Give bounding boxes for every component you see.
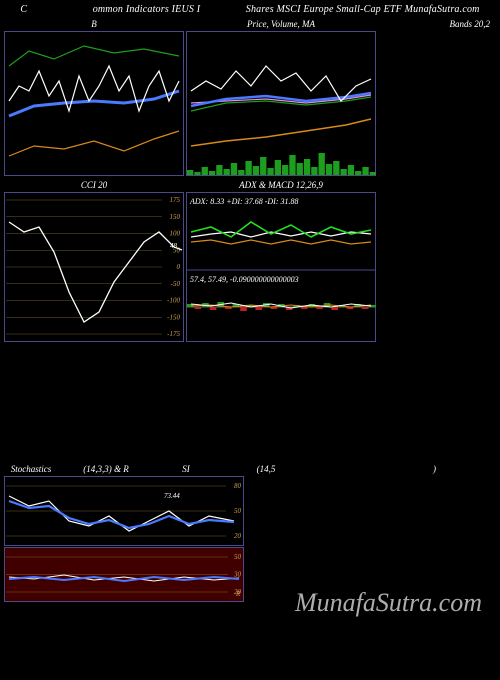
svg-text:-50: -50 [171, 280, 181, 288]
svg-text:20: 20 [234, 532, 242, 540]
chart-price [186, 31, 376, 176]
watermark: MunafaSutra.com [295, 588, 482, 618]
t-paren: ) [316, 464, 436, 474]
t-145: (14,5 [216, 464, 316, 474]
hdr-left: C [20, 4, 27, 15]
svg-text:-100: -100 [167, 297, 180, 305]
svg-text:80: 80 [234, 482, 242, 490]
svg-text:100: 100 [170, 230, 181, 238]
svg-text:150: 150 [170, 213, 181, 221]
t-1433: (14,3,3) & R [56, 464, 156, 474]
row-1: B Price, Volume, MA Bands 20,2 [0, 17, 500, 176]
panel-bands-title: Bands 20,2 [378, 17, 496, 31]
hdr-right: Shares MSCI Europe Small-Cap ETF MunafaS… [246, 4, 480, 15]
panel-cci: CCI 20 175150100500-50-100-150-17548 [4, 178, 184, 342]
row-2: CCI 20 175150100500-50-100-150-17548 ADX… [0, 178, 500, 342]
panel-price-title: Price, Volume, MA [186, 17, 376, 31]
svg-text:175: 175 [170, 196, 181, 204]
panel-cci-title: CCI 20 [4, 178, 184, 192]
chart-b [4, 31, 184, 176]
hdr-mid: ommon Indicators IEUS I [93, 4, 201, 15]
chart-stoch: 80 50 20 73.44 [4, 476, 244, 546]
svg-text:R: R [235, 590, 241, 598]
panel-price: Price, Volume, MA [186, 17, 376, 176]
panel-adx: ADX & MACD 12,26,9 ADX: 8.33 +DI: 37.68 … [186, 178, 376, 342]
svg-text:ADX: 8.33 +DI: 37.68 -DI: 31.: ADX: 8.33 +DI: 37.68 -DI: 31.88 [189, 197, 299, 206]
row-3: 80 50 20 73.44 [0, 476, 500, 546]
svg-text:73.44: 73.44 [164, 492, 180, 500]
svg-text:48: 48 [170, 242, 178, 250]
panel-bands: Bands 20,2 [378, 17, 496, 176]
page-header: C ommon Indicators IEUS I Shares MSCI Eu… [0, 0, 500, 17]
svg-text:-150: -150 [167, 313, 180, 321]
row3-titles: Stochastics (14,3,3) & R SI (14,5 ) [0, 462, 500, 476]
gap [0, 342, 500, 462]
svg-text:0: 0 [177, 263, 181, 271]
svg-text:57.4, 57.49, -0.090000000000: 57.4, 57.49, -0.090000000000003 [190, 275, 299, 284]
chart-adx: ADX: 8.33 +DI: 37.68 -DI: 31.88 57.4, 57.… [186, 192, 376, 342]
svg-text:-175: -175 [167, 330, 180, 338]
panel-adx-title: ADX & MACD 12,26,9 [186, 178, 376, 192]
t-si: SI [156, 464, 216, 474]
panel-b: B [4, 17, 184, 176]
svg-text:50: 50 [234, 507, 242, 515]
chart-rsi: 503020R [4, 547, 244, 602]
panel-b-title: B [4, 17, 184, 31]
svg-text:30: 30 [233, 571, 242, 579]
chart-cci: 175150100500-50-100-150-17548 [4, 192, 184, 342]
t-stoch: Stochastics [6, 464, 56, 474]
svg-text:50: 50 [234, 553, 242, 561]
